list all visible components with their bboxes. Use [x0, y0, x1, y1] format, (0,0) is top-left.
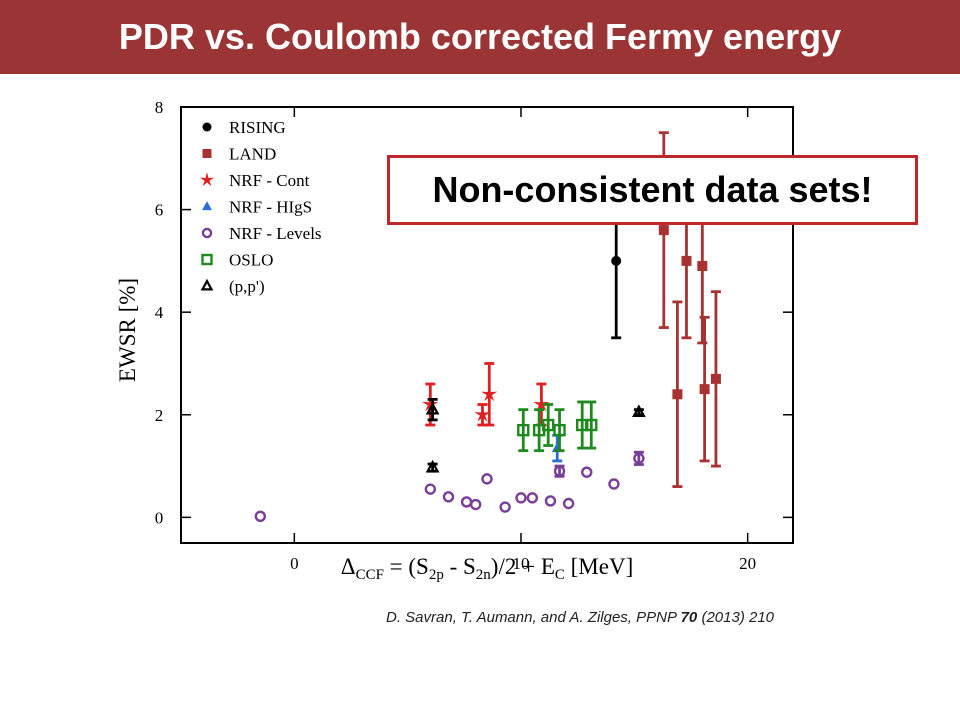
y-tick-label: 2	[155, 406, 164, 425]
x-axis-label-part: - S	[444, 554, 476, 579]
data-point	[469, 498, 482, 511]
data-point	[517, 423, 530, 437]
data-point	[710, 373, 721, 384]
data-point	[562, 497, 575, 510]
data-point	[254, 510, 267, 523]
x-axis-label-part: )/2 + E	[491, 554, 555, 579]
x-axis-label-sub-c: C	[555, 567, 565, 583]
citation-rest: (2013) 210	[697, 609, 775, 626]
legend-marker	[202, 149, 212, 158]
legend-label: LAND	[229, 145, 276, 164]
series-2	[422, 362, 550, 427]
legend-label: (p,p')	[229, 277, 265, 296]
series-3	[551, 433, 563, 463]
legend-marker	[201, 227, 213, 239]
x-axis-label-sub-2n: 2n	[476, 567, 492, 583]
data-point	[672, 389, 683, 400]
data-point	[481, 385, 498, 402]
legend-marker	[202, 201, 212, 211]
legend-label: NRF - Cont	[229, 171, 310, 190]
citation-volume: 70	[680, 609, 698, 626]
data-point	[526, 492, 539, 504]
data-point	[581, 466, 593, 478]
x-axis-label-delta: Δ	[341, 554, 356, 579]
data-point	[425, 459, 440, 473]
data-point	[608, 478, 620, 490]
legend-marker	[202, 122, 212, 132]
citation-authors: D. Savran, T. Aumann, and A. Zilges, PPN…	[386, 609, 681, 626]
data-point	[544, 495, 557, 507]
series-6	[425, 397, 646, 473]
slide-title: PDR vs. Coulomb corrected Fermy energy	[0, 0, 960, 74]
data-point	[424, 483, 437, 495]
legend-label: OSLO	[229, 251, 273, 270]
legend-marker	[201, 253, 213, 266]
x-axis-label: ΔCCF = (S2p - S2n)/2 + EC [MeV]	[341, 554, 633, 583]
x-axis-label-sub-ccf: CCF	[356, 567, 384, 583]
data-point	[499, 501, 511, 513]
x-tick-label: 10	[513, 554, 530, 573]
data-point	[460, 496, 473, 508]
series-4	[254, 450, 645, 523]
data-point	[542, 418, 555, 432]
y-tick-label: 6	[155, 201, 164, 220]
legend-marker	[200, 278, 214, 291]
callout-box: Non-consistent data sets!	[387, 155, 918, 225]
citation: D. Savran, T. Aumann, and A. Zilges, PPN…	[386, 609, 774, 626]
data-point	[632, 404, 646, 418]
data-point	[658, 225, 669, 236]
data-point	[611, 255, 622, 266]
legend-marker	[199, 172, 215, 187]
data-point	[553, 423, 566, 437]
legend-label: NRF - Levels	[229, 224, 322, 243]
y-tick-label: 0	[155, 508, 164, 527]
data-point	[699, 384, 710, 395]
data-point	[585, 418, 598, 432]
data-point	[422, 396, 439, 412]
x-axis-label-unit: [MeV]	[565, 554, 633, 579]
legend: RISING LAND NRF - Cont NRF - HIgS NRF - Leve…	[199, 118, 322, 296]
x-tick-label: 0	[290, 554, 299, 573]
x-axis-label-part: = (S	[384, 554, 429, 579]
y-tick-label: 8	[155, 98, 164, 117]
data-point	[681, 255, 692, 266]
legend-label: NRF - HIgS	[229, 198, 312, 217]
plot-frame	[180, 106, 794, 544]
x-tick-label: 20	[739, 554, 756, 573]
data-point	[553, 465, 566, 477]
data-point	[633, 452, 645, 465]
data-point	[533, 396, 550, 412]
data-point	[515, 492, 527, 504]
data-point	[697, 261, 708, 272]
x-axis-label-sub-2p: 2p	[429, 567, 444, 583]
y-tick-label: 4	[155, 303, 164, 322]
legend-label: RISING	[229, 118, 286, 137]
data-point	[481, 473, 493, 485]
series-5	[517, 400, 598, 453]
axes: 0 10 20 0 2 4 6 8	[155, 98, 793, 573]
y-axis-label: EWSR [%]	[115, 278, 140, 382]
data-point	[442, 491, 455, 503]
data-point	[474, 406, 491, 422]
data-point	[425, 401, 440, 415]
